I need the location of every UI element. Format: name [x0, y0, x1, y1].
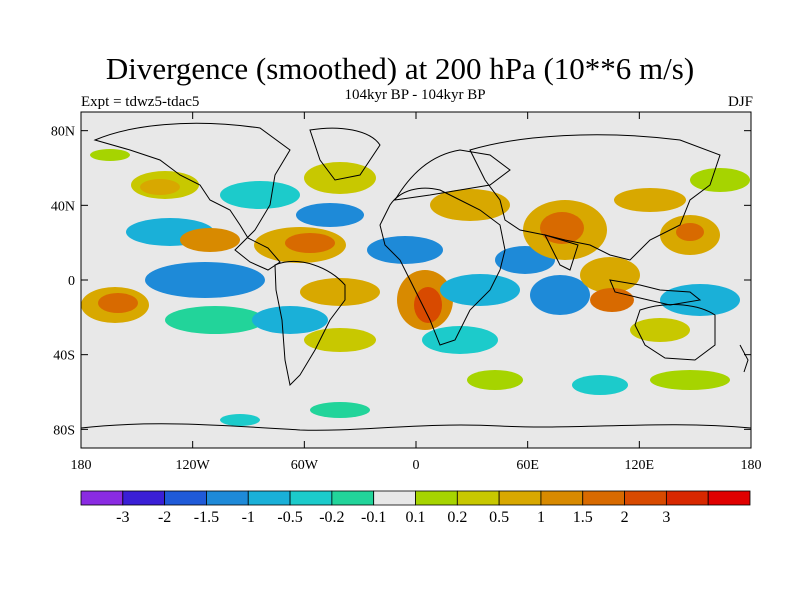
- lat-tick-label: 40N: [51, 199, 75, 214]
- colorbar-swatch: [206, 490, 249, 506]
- lat-tick-label: 40S: [53, 349, 75, 364]
- lon-tick-label: 120E: [625, 458, 655, 473]
- field-blob: [614, 188, 686, 212]
- field-blob: [296, 203, 364, 227]
- field-blob: [650, 370, 730, 390]
- colorbar-swatch: [624, 490, 667, 506]
- field-blob: [690, 168, 750, 192]
- colorbar: -3 -2 -1.5 -1 -0.5 -0.2 -0.1 0.1 0.2 0.5 1 1.5 2 3: [80, 490, 751, 526]
- colorbar-label: -3: [116, 509, 129, 526]
- coastlines: [81, 122, 751, 431]
- colorbar-swatch: [498, 490, 542, 506]
- lon-tick-label: 60W: [291, 458, 319, 473]
- colorbar-label: -0.2: [319, 509, 344, 526]
- field-blob: [285, 233, 335, 253]
- colorbar-swatch: [415, 490, 458, 506]
- colorbar-swatch: [164, 490, 207, 506]
- field-blob: [630, 318, 690, 342]
- latitude-axis: 80N 40N 0 40S 80S: [51, 125, 751, 438]
- colorbar-label: -2: [158, 509, 171, 526]
- colorbar-label: 1.5: [573, 509, 593, 526]
- map-title: Divergence (smoothed) at 200 hPa (10**6 …: [105, 51, 695, 86]
- colorbar-swatch: [665, 490, 709, 506]
- longitude-axis: 180 120W 60W 0 60E 120E 180: [71, 112, 762, 473]
- coastline-africa: [379, 187, 506, 346]
- coastline-south-america: [274, 261, 346, 387]
- field-blob: [300, 278, 380, 306]
- coastline-new-zealand: [739, 344, 749, 373]
- field-blob: [98, 293, 138, 313]
- colorbar-swatch: [373, 490, 416, 506]
- field-blob: [252, 306, 328, 334]
- lat-tick-label: 80S: [53, 423, 75, 438]
- map-plot-area: 80N 40N 0 40S 80S 180 120W 60W 0 60E 120E 180: [51, 111, 762, 473]
- field-blob: [304, 328, 376, 352]
- colorbar-swatch: [122, 490, 166, 506]
- field-blob: [220, 414, 260, 426]
- lat-tick-label: 0: [68, 274, 75, 289]
- colorbar-label: 3: [662, 509, 670, 526]
- field-blob: [467, 370, 523, 390]
- field-blob: [165, 306, 265, 334]
- field-blob: [580, 257, 640, 293]
- field-blob: [440, 274, 520, 306]
- colorbar-swatch: [540, 490, 584, 506]
- field-blob: [220, 181, 300, 209]
- field-blob: [145, 262, 265, 298]
- lon-tick-label: 120W: [176, 458, 211, 473]
- field-blob: [530, 275, 590, 315]
- coastline-india: [544, 234, 579, 271]
- colorbar-label: -1.5: [194, 509, 219, 526]
- colorbar-swatch: [247, 490, 291, 506]
- coastline-north-america: [93, 122, 291, 271]
- colorbar-label: 2: [621, 509, 629, 526]
- divergence-field: [81, 149, 750, 426]
- lon-tick-label: 180: [71, 458, 92, 473]
- field-blob: [367, 236, 443, 264]
- colorbar-label: 0.2: [447, 509, 467, 526]
- field-blob: [90, 149, 130, 161]
- field-blob: [180, 228, 240, 252]
- field-blob: [572, 375, 628, 395]
- coastline-antarctica: [81, 423, 751, 431]
- field-blob: [304, 162, 376, 194]
- field-blob: [590, 288, 634, 312]
- field-blob: [310, 402, 370, 418]
- experiment-label: Expt = tdwz5-tdac5: [81, 94, 200, 110]
- colorbar-label: 0.5: [489, 509, 509, 526]
- field-blob: [676, 223, 704, 241]
- coastline-australia: [634, 304, 716, 361]
- lon-tick-label: 180: [741, 458, 762, 473]
- colorbar-label: 1: [537, 509, 545, 526]
- map-subtitle: 104kyr BP - 104kyr BP: [344, 87, 486, 103]
- lon-tick-label: 60E: [516, 458, 539, 473]
- coastline-greenland: [309, 127, 381, 181]
- season-label: DJF: [727, 94, 753, 110]
- colorbar-swatch: [582, 490, 625, 506]
- colorbar-label: 0.1: [406, 509, 426, 526]
- colorbar-swatch: [331, 490, 375, 506]
- colorbar-swatch: [456, 490, 500, 506]
- colorbar-swatch: [707, 490, 751, 506]
- colorbar-label: -0.1: [361, 509, 386, 526]
- colorbar-swatch: [80, 490, 124, 506]
- colorbar-label: -0.5: [277, 509, 302, 526]
- field-blob: [140, 179, 180, 195]
- colorbar-swatch: [289, 490, 333, 506]
- lon-tick-label: 0: [413, 458, 420, 473]
- field-blob: [422, 326, 498, 354]
- coastline-indonesia: [609, 279, 702, 306]
- field-blob: [414, 287, 442, 323]
- lat-tick-label: 80N: [51, 125, 75, 140]
- coastline-europe: [394, 149, 511, 201]
- colorbar-label: -1: [242, 509, 255, 526]
